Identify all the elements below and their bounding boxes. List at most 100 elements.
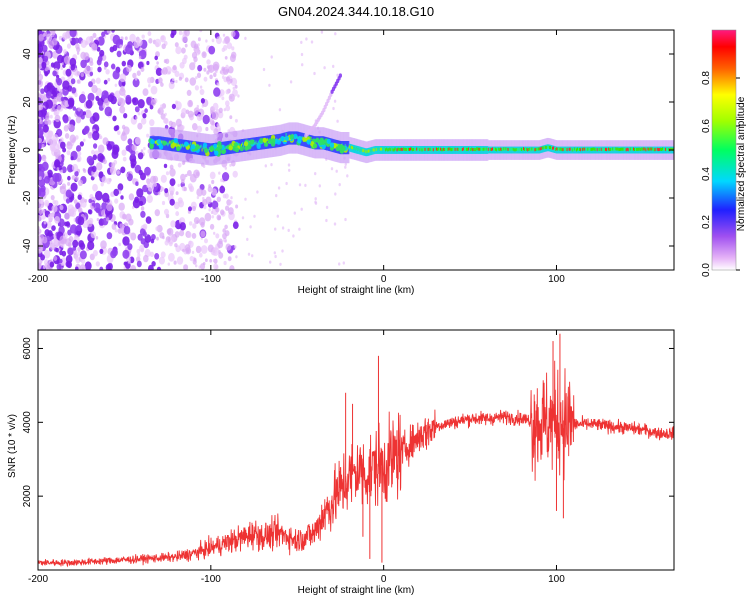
spectrogram-ridge-core — [468, 147, 470, 151]
spectrogram-noise-dot — [64, 133, 70, 139]
spectrogram-noise-dot — [104, 91, 109, 97]
spectrogram-ridge-core — [577, 147, 579, 151]
spectrogram-noise-dot — [157, 107, 164, 115]
spectrogram-noise-dot — [293, 211, 296, 215]
spectrogram-noise-dot — [50, 195, 55, 201]
spectrogram-noise-dot — [125, 173, 129, 177]
spectrogram-noise-dot — [114, 228, 118, 233]
spectrogram-noise-dot — [148, 84, 151, 88]
spectrogram-noise-dot — [197, 37, 201, 42]
spectrogram-noise-dot — [107, 94, 114, 103]
spectrogram-noise-dot — [193, 257, 197, 262]
spectrogram-ridge-core — [149, 141, 152, 145]
spectrogram-noise-dot — [192, 223, 197, 229]
spectrogram-noise-dot — [298, 183, 302, 187]
spectrogram-noise-dot — [215, 233, 220, 239]
spectrogram-ridge-core — [517, 148, 520, 152]
spectrogram-noise-dot — [154, 38, 161, 48]
spectrogram-noise-dot — [190, 116, 193, 121]
spectrogram-ridge-core — [363, 149, 366, 153]
spectrogram-ridge-core — [597, 148, 600, 151]
spectrogram-noise-dot — [117, 183, 124, 191]
spectrogram-ridge-core — [550, 146, 552, 150]
spectrogram-noise-dot — [88, 198, 92, 204]
spectrogram-ridge-core — [585, 147, 588, 151]
spectrogram-ridge-core — [504, 147, 507, 151]
spectrogram-ridge-core — [381, 147, 383, 151]
spectrogram-noise-dot — [106, 203, 113, 212]
spectrogram-ridge-core — [224, 147, 227, 151]
spectrogram-noise-dot — [75, 202, 81, 210]
spectrogram-ridge-core — [476, 147, 479, 151]
spectrogram-ridge-core — [589, 148, 592, 152]
spectrogram-noise-dot — [181, 108, 187, 116]
spectrogram-noise-dot — [139, 47, 142, 52]
spectrogram-noise-dot — [146, 195, 153, 203]
spectrogram-ridge-blob — [214, 150, 219, 156]
spectrogram-ridge-core — [470, 148, 472, 151]
spectrogram-ridge-core — [581, 147, 583, 151]
spectrogram-ridge-core — [549, 146, 551, 149]
spectrogram-ridge-core — [384, 147, 386, 151]
spectrogram-ridge-core — [450, 148, 453, 152]
spectrogram-noise-dot — [211, 179, 215, 185]
spectrogram-ridge-core — [483, 147, 486, 151]
spectrogram-ridge-core — [540, 147, 543, 150]
spectrogram-ridge-core — [402, 147, 405, 151]
spectrogram-noise-dot — [180, 173, 186, 182]
spectrogram-noise-dot — [127, 138, 133, 145]
spectrogram-noise-dot — [47, 213, 54, 221]
spectrogram-ridge-core — [627, 148, 630, 152]
spectrogram-ridge-core — [387, 148, 389, 152]
spectrogram-noise-dot — [330, 167, 334, 171]
snr-y-tick-label-2: 6000 — [22, 337, 33, 360]
spectrogram-noise-dot — [55, 77, 61, 83]
spectrogram-ridge-core — [491, 147, 494, 151]
spectrogram-noise-dot — [211, 188, 218, 196]
spectrogram-noise-dot — [279, 262, 282, 266]
spectrogram-noise-dot — [130, 158, 137, 167]
spectrogram-noise-dot — [53, 110, 58, 116]
spectrogram-ridge-core — [532, 148, 535, 151]
spectrogram-noise-dot — [225, 243, 232, 251]
spectrogram-noise-dot — [41, 143, 45, 148]
spectrogram-noise-dot — [270, 55, 273, 59]
spectrogram-noise-dot — [268, 83, 271, 87]
spectrogram-noise-dot — [226, 76, 230, 82]
spectrogram-noise-dot — [141, 117, 147, 125]
spectrogram-noise-dot — [156, 236, 159, 241]
snr-y-tick-label-0: 2000 — [22, 485, 33, 508]
spectrogram-noise-dot — [109, 166, 114, 172]
spectrogram-noise-dot — [43, 249, 51, 259]
spectrogram-noise-dot — [121, 149, 127, 156]
spectrogram-noise-dot — [70, 156, 74, 161]
spectrogram-noise-dot — [43, 31, 48, 37]
spectrogram-noise-dot — [45, 91, 52, 99]
spectrogram-ridge-core — [368, 149, 371, 153]
spectrogram-noise-dot — [190, 40, 197, 49]
spectrogram-noise-dot — [116, 170, 120, 175]
spectrogram-noise-dot — [89, 61, 94, 66]
spectrogram-noise-dot — [116, 50, 122, 58]
spectrogram-ridge-core — [626, 147, 629, 151]
spectrogram-noise-dot — [332, 106, 335, 111]
spectrogram-noise-dot — [196, 114, 203, 121]
spectrogram-ridge-core — [355, 147, 357, 151]
spectrogram-ridge-core — [591, 147, 594, 151]
spectrogram-ridge-core — [465, 147, 467, 151]
spectrogram-noise-dot — [48, 85, 56, 95]
spectrogram-ridge-core — [513, 148, 516, 152]
spectrogram-noise-dot — [105, 264, 112, 270]
spectrogram-noise-dot — [49, 261, 55, 268]
spectrogram-ridge-core — [500, 147, 502, 151]
spectrogram-noise-dot — [221, 75, 225, 80]
spectrogram-ridge-core — [348, 145, 351, 149]
spectrogram-noise-dot — [96, 217, 100, 222]
snr-y-label: SNR (10 * v/v) — [7, 414, 18, 478]
spectrogram-noise-dot — [63, 49, 67, 55]
spectrogram-noise-dot — [38, 62, 43, 70]
spectrogram-noise-dot — [215, 207, 220, 213]
spectrogram-noise-dot — [147, 77, 152, 84]
spectrogram-noise-dot — [80, 51, 87, 60]
